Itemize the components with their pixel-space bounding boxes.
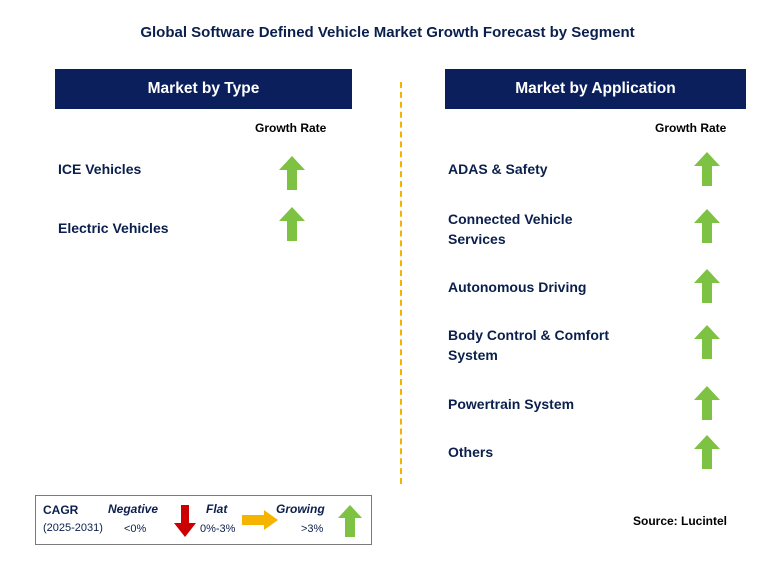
application-item-autonomous-driving: Autonomous Driving <box>448 279 587 295</box>
page-title: Global Software Defined Vehicle Market G… <box>140 24 635 41</box>
body-control-growing-arrow-icon <box>694 325 720 359</box>
connected-vehicle-growing-arrow-icon <box>694 209 720 243</box>
application-item-connected-vehicle-services: Connected Vehicle Services <box>448 211 573 247</box>
application-item-powertrain-system: Powertrain System <box>448 396 575 412</box>
flat-right-arrow-icon <box>242 510 278 530</box>
powertrain-growing-arrow-icon <box>694 386 720 420</box>
application-item-body-control-comfort: Body Control & Comfort System <box>448 327 609 363</box>
legend-flat-range: 0%-3% <box>200 523 236 535</box>
market-by-type-header: Market by Type <box>55 69 352 109</box>
section-divider <box>400 82 402 484</box>
type-item-ice-vehicles: ICE Vehicles <box>58 161 142 177</box>
type-growth-rate-label: Growth Rate <box>255 121 327 135</box>
legend-growing-label: Growing <box>276 502 325 516</box>
growing-up-arrow-icon <box>338 505 362 537</box>
application-growth-rate-label: Growth Rate <box>655 121 727 135</box>
source-credit: Source: Lucintel <box>633 514 728 528</box>
electric-vehicles-growing-arrow-icon <box>279 207 305 241</box>
type-item-electric-vehicles: Electric Vehicles <box>58 220 169 236</box>
legend-negative-label: Negative <box>108 502 159 516</box>
application-item-others: Others <box>448 444 494 460</box>
legend-negative-range: <0% <box>124 523 147 535</box>
legend-flat-label: Flat <box>206 502 228 516</box>
market-by-application-header: Market by Application <box>445 69 746 109</box>
negative-down-arrow-icon <box>174 505 196 537</box>
adas-safety-growing-arrow-icon <box>694 152 720 186</box>
others-growing-arrow-icon <box>694 435 720 469</box>
legend-cagr-label: CAGR <box>43 503 79 517</box>
autonomous-driving-growing-arrow-icon <box>694 269 720 303</box>
ice-vehicles-growing-arrow-icon <box>279 156 305 190</box>
cagr-legend: CAGR (2025-2031) Negative <0% Flat 0%-3%… <box>35 495 372 545</box>
application-item-adas-safety: ADAS & Safety <box>448 161 548 177</box>
legend-growing-range: >3% <box>301 523 324 535</box>
legend-period: (2025-2031) <box>43 522 103 534</box>
